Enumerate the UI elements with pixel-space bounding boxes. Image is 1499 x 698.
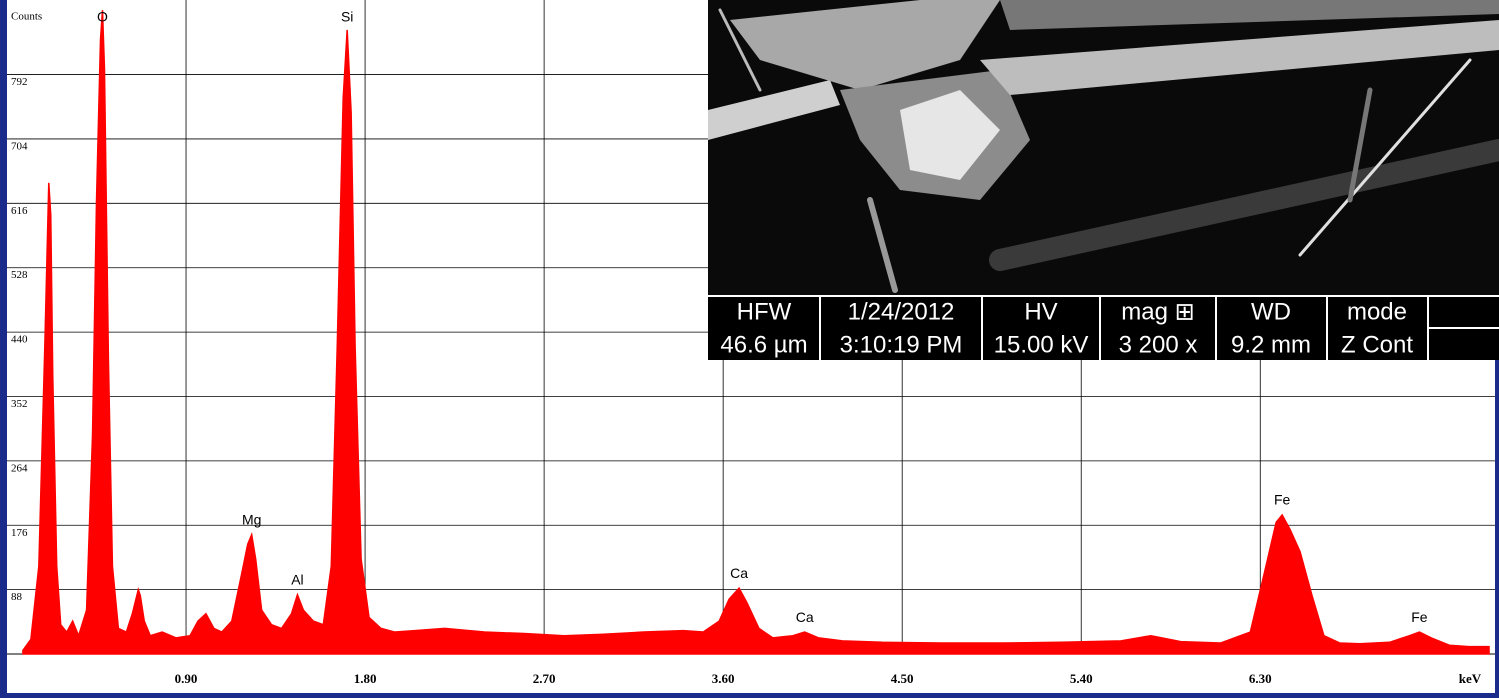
- peak-label: Al: [291, 571, 303, 587]
- y-tick-label: 528: [11, 269, 28, 281]
- spectrum: [22, 10, 1490, 655]
- sem-inset: HFW 1/24/2012 HV mag ⊞ WD mode 46.6 µm 3…: [708, 0, 1499, 360]
- x-tick-label: 3.60: [712, 671, 735, 686]
- sem-value: Z Cont: [1341, 331, 1413, 358]
- sem-header: HFW: [737, 298, 792, 325]
- x-tick-label: 2.70: [533, 671, 556, 686]
- sem-header: mode: [1347, 298, 1407, 325]
- y-tick-label: 440: [11, 334, 28, 346]
- y-tick-label: 704: [11, 140, 28, 152]
- y-axis-label: Counts: [11, 11, 42, 23]
- y-tick-label: 88: [11, 591, 23, 603]
- peak-label: Ca: [796, 609, 814, 625]
- sem-value: 9.2 mm: [1231, 331, 1311, 358]
- y-tick-label: 792: [11, 76, 28, 88]
- sem-info-bar: [708, 296, 1499, 360]
- sem-value: 3 200 x: [1119, 331, 1198, 358]
- sem-value: 46.6 µm: [720, 331, 807, 358]
- sem-header: mag ⊞: [1121, 298, 1194, 325]
- sem-header: WD: [1251, 298, 1291, 325]
- peak-label: Mg: [242, 511, 261, 527]
- x-tick-label: 5.40: [1070, 671, 1093, 686]
- x-tick-label: 0.90: [175, 671, 198, 686]
- peak-label: Fe: [1274, 492, 1291, 508]
- peak-label: O: [97, 9, 108, 25]
- x-tick-label: 4.50: [891, 671, 914, 686]
- sem-value: 3:10:19 PM: [840, 331, 963, 358]
- peak-label: Fe: [1411, 609, 1428, 625]
- marks: [22, 10, 1490, 655]
- sem-header: HV: [1024, 298, 1057, 325]
- sem-header: 1/24/2012: [848, 298, 955, 325]
- x-tick-label: 6.30: [1249, 671, 1272, 686]
- sem-value: 15.00 kV: [994, 331, 1089, 358]
- sem-fibers: [708, 0, 1499, 293]
- y-tick-label: 352: [11, 398, 28, 410]
- x-axis-label: keV: [1459, 671, 1482, 686]
- sem-info-dividers: [708, 295, 1499, 360]
- y-tick-label: 264: [11, 462, 28, 474]
- peak-label: Ca: [730, 565, 748, 581]
- y-tick-label: 176: [11, 527, 28, 539]
- peak-label: Si: [341, 9, 353, 25]
- labels: 88 176 264 352 440 528 616 704 792 0.90 1.80 2.70 3.…: [11, 9, 1428, 686]
- x-tick-label: 1.80: [354, 671, 377, 686]
- y-tick-label: 616: [11, 205, 28, 217]
